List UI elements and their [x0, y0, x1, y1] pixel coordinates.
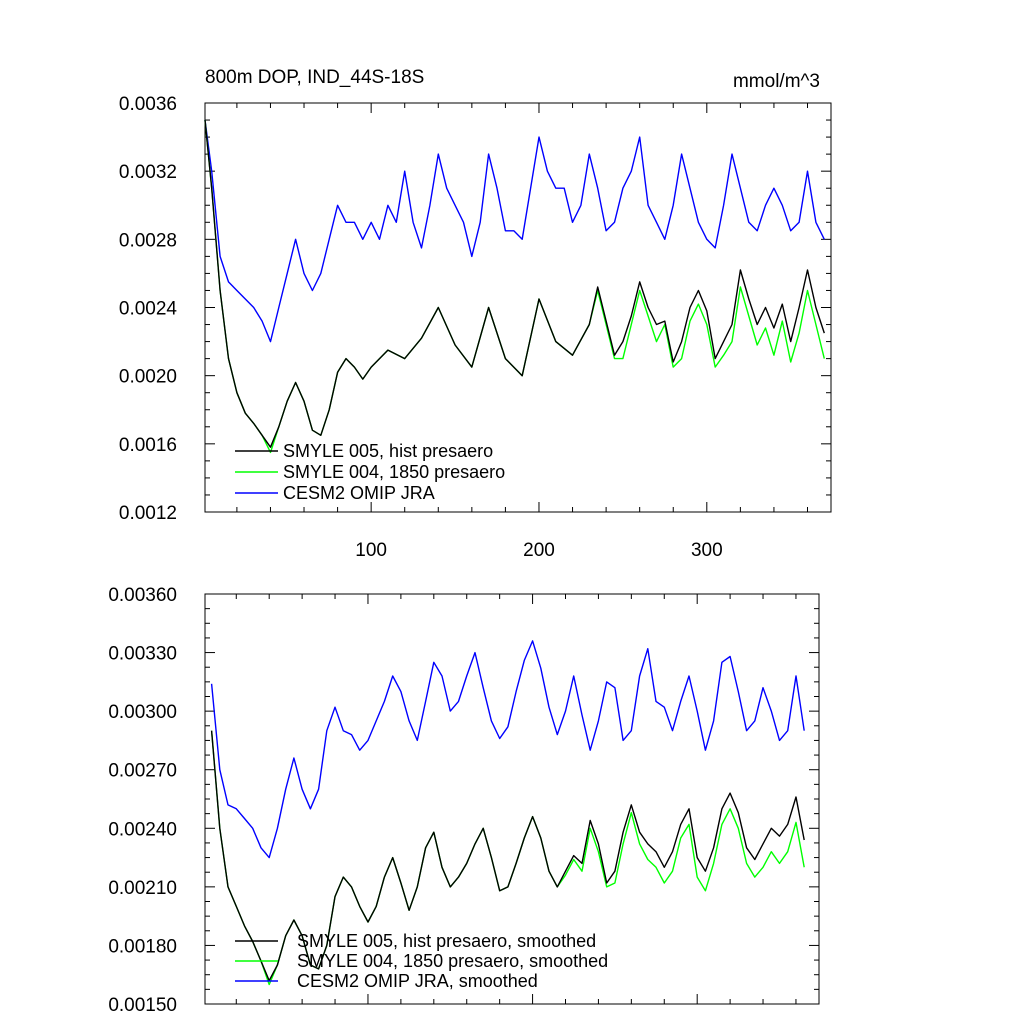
y-tick-label: 0.00240 [108, 819, 177, 840]
bottom-chart-panel: 0.00150 0.00180 0.00210 0.00240 0.00270 0.003… [108, 585, 820, 1016]
y-tick-label: 0.00330 [108, 644, 177, 665]
series-line [204, 119, 825, 448]
y-tick-label: 0.0036 [119, 94, 177, 115]
y-tick-label: 0.0016 [119, 435, 177, 456]
legend-label: SMYLE 005, hist presaero [283, 441, 493, 461]
y-tick-label: 0.0020 [119, 367, 177, 388]
legend-label: CESM2 OMIP JRA [283, 483, 435, 503]
y-tick-label: 0.00150 [108, 995, 177, 1016]
bottom-axis-ticks: 0.00150 0.00180 0.00210 0.00240 0.00270 0.003… [108, 585, 819, 1016]
x-tick-label: 100 [355, 540, 387, 561]
bottom-legend: SMYLE 005, hist presaero, smoothedSMYLE … [235, 931, 608, 991]
series-line [210, 730, 805, 982]
top-chart-panel: 800m DOP, IND_44S-18S mmol/m^3 0.00120.0… [119, 67, 832, 561]
legend-label: CESM2 OMIP JRA, smoothed [297, 971, 538, 991]
x-tick-label: 300 [691, 540, 723, 561]
y-tick-label: 0.0012 [119, 503, 177, 524]
top-chart-title: 800m DOP, IND_44S-18S [205, 67, 424, 88]
x-tick-label: 200 [523, 540, 555, 561]
y-tick-label: 0.0028 [119, 230, 177, 251]
y-tick-label: 0.00210 [108, 878, 177, 899]
legend-label: SMYLE 004, 1850 presaero [283, 462, 505, 482]
y-tick-label: 0.00300 [108, 702, 177, 723]
y-tick-label: 0.00180 [108, 936, 177, 957]
y-tick-label: 0.00270 [108, 761, 177, 782]
top-chart-units: mmol/m^3 [733, 71, 820, 92]
bottom-series-lines [210, 640, 805, 986]
series-line [210, 640, 805, 859]
top-series-lines [204, 119, 825, 454]
series-line [204, 119, 825, 343]
y-tick-label: 0.00360 [108, 585, 177, 606]
y-tick-label: 0.0032 [119, 162, 177, 183]
series-line [204, 119, 825, 454]
legend-label: SMYLE 005, hist presaero, smoothed [297, 931, 596, 951]
y-tick-label: 0.0024 [119, 299, 178, 320]
top-axis-ticks: 0.0012 0.0016 0.0020 0.0024 0.0028 0.0032 0.00… [119, 94, 831, 561]
legend-label: SMYLE 004, 1850 presaero, smoothed [297, 951, 608, 971]
